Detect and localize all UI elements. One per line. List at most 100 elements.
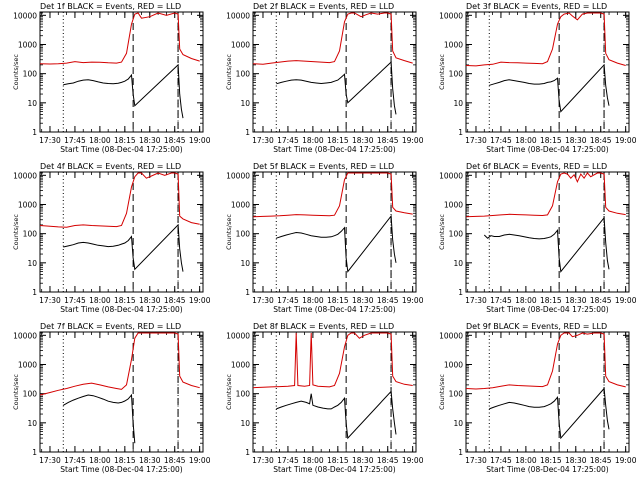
- y-tick-label: 100: [449, 390, 464, 399]
- x-tick-label: 19:00: [189, 456, 211, 465]
- x-tick-label: 17:30: [39, 136, 61, 145]
- y-axis-label: Counts/sec: [225, 54, 233, 90]
- y-axis-label: Counts/sec: [438, 374, 446, 410]
- y-tick-label: 10: [453, 419, 463, 428]
- y-tick-label: 10: [27, 259, 37, 268]
- x-tick-label: 18:00: [89, 456, 111, 465]
- events-series-line: [276, 390, 397, 440]
- y-tick-label: 1: [32, 128, 37, 137]
- y-tick-label: 10000: [439, 171, 463, 180]
- y-axis-label: Counts/sec: [438, 54, 446, 90]
- y-tick-label: 100: [236, 230, 251, 239]
- x-tick-label: 17:30: [39, 456, 61, 465]
- x-tick-label: 17:30: [252, 296, 274, 305]
- x-tick-label: 18:15: [540, 296, 562, 305]
- x-tick-label: 19:00: [402, 456, 424, 465]
- x-tick-label: 19:00: [189, 296, 211, 305]
- y-tick-label: 10: [240, 99, 250, 108]
- y-axis-label: Counts/sec: [12, 54, 20, 90]
- x-tick-label: 18:30: [139, 136, 161, 145]
- x-tick-label: 18:15: [327, 136, 349, 145]
- y-tick-label: 1000: [444, 360, 463, 369]
- x-tick-label: 18:15: [114, 456, 136, 465]
- y-tick-label: 10: [453, 259, 463, 268]
- lld-series-line: [253, 332, 413, 389]
- x-axis-label: Start Time (08-Dec-04 17:25:00): [486, 305, 608, 314]
- y-tick-label: 10: [27, 99, 37, 108]
- chart-title: Det 6f BLACK = Events, RED = LLD: [466, 162, 607, 171]
- y-tick-label: 10000: [226, 171, 250, 180]
- x-tick-label: 18:15: [540, 136, 562, 145]
- x-tick-label: 18:30: [352, 296, 374, 305]
- y-tick-label: 10000: [13, 171, 37, 180]
- x-tick-label: 18:30: [565, 296, 587, 305]
- y-tick-label: 100: [236, 70, 251, 79]
- x-axis-label: Start Time (08-Dec-04 17:25:00): [60, 465, 182, 474]
- x-tick-label: 18:30: [139, 456, 161, 465]
- chart-panel-2: Det 2f BLACK = Events, RED = LLD 1 10 100 10…: [225, 2, 424, 154]
- plot-frame: [252, 331, 417, 453]
- y-tick-label: 10000: [439, 11, 463, 20]
- events-series-line: [483, 216, 610, 273]
- y-tick-label: 1: [458, 448, 463, 457]
- x-tick-label: 18:45: [590, 296, 612, 305]
- y-tick-label: 10: [240, 419, 250, 428]
- x-tick-label: 18:30: [139, 296, 161, 305]
- plot-frame: [39, 331, 204, 453]
- lld-series-line: [40, 12, 200, 65]
- chart-panel-9: Det 9f BLACK = Events, RED = LLD 1 10 100 10…: [438, 322, 637, 474]
- y-tick-label: 1: [245, 128, 250, 137]
- x-tick-label: 18:15: [114, 136, 136, 145]
- x-tick-label: 18:15: [114, 296, 136, 305]
- events-series-line: [63, 63, 184, 119]
- y-tick-label: 10000: [226, 11, 250, 20]
- x-tick-label: 17:45: [277, 456, 299, 465]
- x-axis-label: Start Time (08-Dec-04 17:25:00): [273, 465, 395, 474]
- events-series-line: [276, 61, 397, 115]
- chart-title: Det 5f BLACK = Events, RED = LLD: [253, 162, 394, 171]
- x-tick-label: 17:45: [277, 296, 299, 305]
- y-tick-label: 1000: [18, 200, 37, 209]
- x-tick-label: 18:30: [565, 456, 587, 465]
- x-tick-label: 17:30: [252, 456, 274, 465]
- x-tick-label: 18:45: [164, 456, 186, 465]
- plot-frame: [465, 11, 630, 133]
- x-tick-label: 18:15: [540, 456, 562, 465]
- x-tick-label: 18:45: [590, 456, 612, 465]
- x-tick-label: 18:00: [302, 456, 324, 465]
- y-tick-label: 1: [245, 448, 250, 457]
- x-tick-label: 19:00: [402, 136, 424, 145]
- y-tick-label: 1: [458, 128, 463, 137]
- y-tick-label: 100: [449, 70, 464, 79]
- x-tick-label: 17:45: [64, 456, 86, 465]
- x-axis-label: Start Time (08-Dec-04 17:25:00): [60, 145, 182, 154]
- chart-title: Det 4f BLACK = Events, RED = LLD: [40, 162, 181, 171]
- lld-series-line: [466, 172, 626, 218]
- chart-panel-4: Det 4f BLACK = Events, RED = LLD 1 10 100 10…: [12, 162, 211, 314]
- y-tick-label: 10000: [439, 331, 463, 340]
- y-tick-label: 100: [449, 230, 464, 239]
- chart-title: Det 1f BLACK = Events, RED = LLD: [40, 2, 181, 11]
- y-tick-label: 1: [245, 288, 250, 297]
- x-tick-label: 18:30: [352, 456, 374, 465]
- x-axis-label: Start Time (08-Dec-04 17:25:00): [273, 305, 395, 314]
- x-tick-label: 18:45: [377, 456, 399, 465]
- x-tick-label: 18:30: [565, 136, 587, 145]
- x-tick-label: 17:30: [465, 136, 487, 145]
- chart-title: Det 7f BLACK = Events, RED = LLD: [40, 322, 181, 331]
- x-tick-label: 17:45: [64, 136, 86, 145]
- y-tick-label: 1: [32, 448, 37, 457]
- x-tick-label: 18:30: [352, 136, 374, 145]
- y-tick-label: 1000: [231, 360, 250, 369]
- x-tick-label: 18:15: [327, 456, 349, 465]
- chart-title: Det 3f BLACK = Events, RED = LLD: [466, 2, 607, 11]
- lld-series-line: [466, 12, 626, 67]
- x-axis-label: Start Time (08-Dec-04 17:25:00): [486, 465, 608, 474]
- events-series-line: [276, 214, 397, 273]
- x-tick-label: 19:00: [615, 456, 637, 465]
- events-series-line: [489, 63, 610, 113]
- chart-panel-5: Det 5f BLACK = Events, RED = LLD 1 10 100 10…: [225, 162, 424, 314]
- y-tick-label: 1000: [231, 40, 250, 49]
- x-tick-label: 18:45: [164, 136, 186, 145]
